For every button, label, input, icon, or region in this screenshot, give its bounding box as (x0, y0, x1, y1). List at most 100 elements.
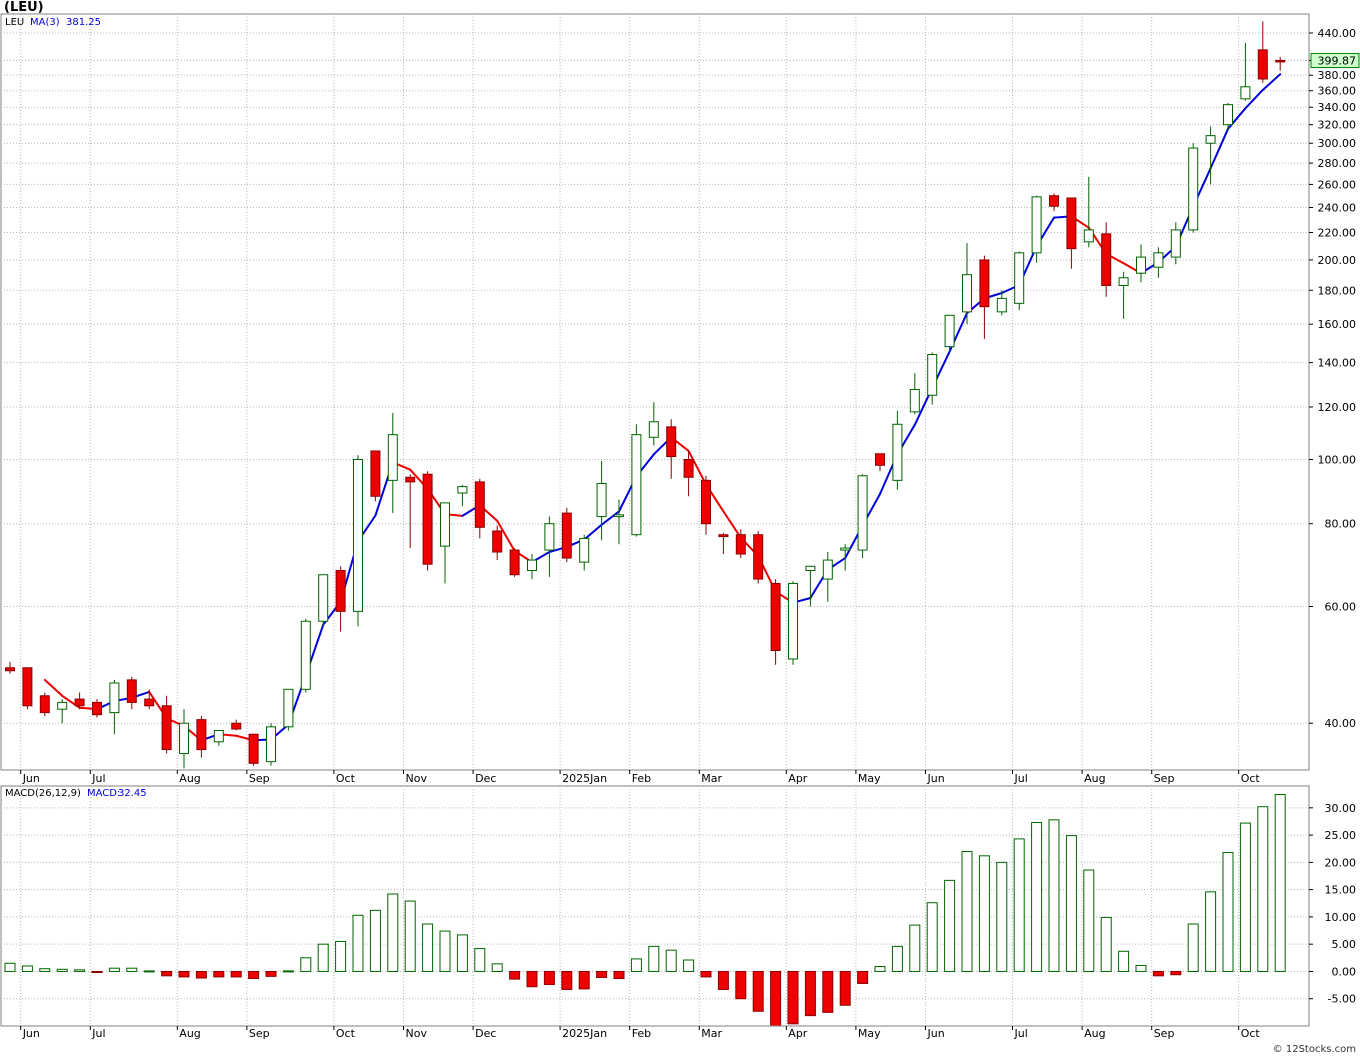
macd-bar (387, 893, 399, 972)
candle-body (753, 534, 764, 580)
candle-body (5, 667, 15, 672)
candle-body (283, 688, 294, 728)
candle (440, 502, 450, 584)
candle (1223, 102, 1233, 132)
macd-bar (822, 970, 834, 1013)
macd-xaxis-label: Mar (701, 1027, 722, 1040)
candle (735, 529, 746, 559)
candle (875, 453, 885, 472)
macd-xaxis-label: Sep (1154, 1027, 1175, 1040)
price-xaxis-label: Nov (406, 772, 428, 785)
candle (492, 525, 503, 561)
macd-bar (248, 970, 260, 980)
candle (561, 507, 572, 563)
macd-bar (509, 970, 521, 980)
candle-body (735, 534, 746, 555)
candle-body (962, 274, 972, 313)
macd-bar (1100, 916, 1112, 972)
candle-body (1205, 135, 1216, 144)
macd-bar (1274, 793, 1286, 972)
macd-bar (613, 970, 625, 980)
macd-xaxis-label: Jun (22, 1027, 40, 1040)
macd-bar (352, 914, 364, 972)
candle (335, 566, 346, 632)
macd-bar (944, 879, 956, 972)
candle (5, 661, 15, 674)
candle-body (1275, 59, 1286, 63)
candle-body (909, 389, 920, 413)
candle (1170, 222, 1181, 265)
candle (92, 699, 102, 718)
macd-bar (1152, 970, 1164, 977)
candle-body (666, 426, 677, 458)
candle-body (596, 482, 607, 518)
macd-bar (456, 934, 468, 972)
macd-xaxis-label: Nov (406, 1027, 428, 1040)
macd-bar (74, 969, 86, 972)
candle (962, 243, 972, 325)
macd-tick-label: 30.00 (1325, 802, 1357, 815)
price-tick-label: 340.00 (1318, 101, 1357, 114)
macd-xaxis-label: Aug (179, 1027, 200, 1040)
macd-bar (735, 970, 747, 1000)
macd-bar (1065, 835, 1077, 972)
macd-bar (578, 970, 590, 990)
macd-bar (926, 902, 938, 972)
macd-xaxis-label: Jul (1014, 1027, 1028, 1040)
macd-xaxis-label: May (858, 1027, 881, 1040)
macd-tick-label: -5.00 (1328, 993, 1356, 1006)
candle-body (1240, 86, 1251, 100)
candle (892, 410, 903, 490)
candle-body (509, 549, 520, 576)
macd-legend-label: MACD: (87, 788, 120, 799)
candle-body (857, 475, 868, 551)
candle-body (1170, 229, 1181, 258)
price-tick-label: 260.00 (1318, 178, 1357, 191)
candle (144, 689, 155, 710)
macd-bar (752, 970, 764, 1012)
candle (387, 413, 398, 514)
macd-tick-label: 25.00 (1325, 829, 1357, 842)
macd-bar (21, 965, 33, 972)
candle (718, 532, 729, 555)
ma-segment (496, 519, 516, 552)
price-xaxis-label: Apr (788, 772, 808, 785)
macd-bar (1170, 970, 1182, 976)
macd-bar (1239, 822, 1251, 972)
price-tick-label: 440.00 (1318, 27, 1357, 40)
candle (422, 471, 433, 571)
macd-bar (143, 970, 155, 973)
price-xaxis-label: May (858, 772, 881, 785)
candle-body (701, 479, 711, 525)
candle-body (979, 259, 990, 308)
candle-body (1257, 49, 1268, 80)
candle (614, 499, 624, 545)
candle (1188, 143, 1199, 233)
price-legend-ma-label: MA(3) (30, 17, 60, 28)
candle-body (300, 620, 311, 690)
candle (770, 579, 781, 665)
candle-body (1049, 195, 1059, 207)
price-legend-ticker: LEU (5, 17, 24, 28)
macd-xaxis-label: Jun (927, 1027, 945, 1040)
macd-bar (369, 909, 381, 972)
candle (979, 255, 990, 339)
candle-body (231, 722, 242, 730)
candle (996, 290, 1007, 316)
price-tick-label: 200.00 (1318, 254, 1357, 267)
candle-body (892, 423, 903, 481)
candle-body (22, 667, 33, 707)
price-xaxis-label: Jul (1014, 772, 1028, 785)
candle-body (614, 514, 624, 518)
macd-bar (804, 970, 816, 1017)
candle-body (944, 314, 955, 348)
candle (300, 618, 311, 693)
macd-bar (491, 963, 503, 972)
candle (927, 352, 938, 405)
candle-body (266, 726, 276, 763)
candle (666, 419, 677, 479)
candle-body (39, 695, 50, 714)
candle (248, 733, 259, 766)
price-xaxis-label: Aug (1084, 772, 1105, 785)
candle (1275, 56, 1286, 71)
